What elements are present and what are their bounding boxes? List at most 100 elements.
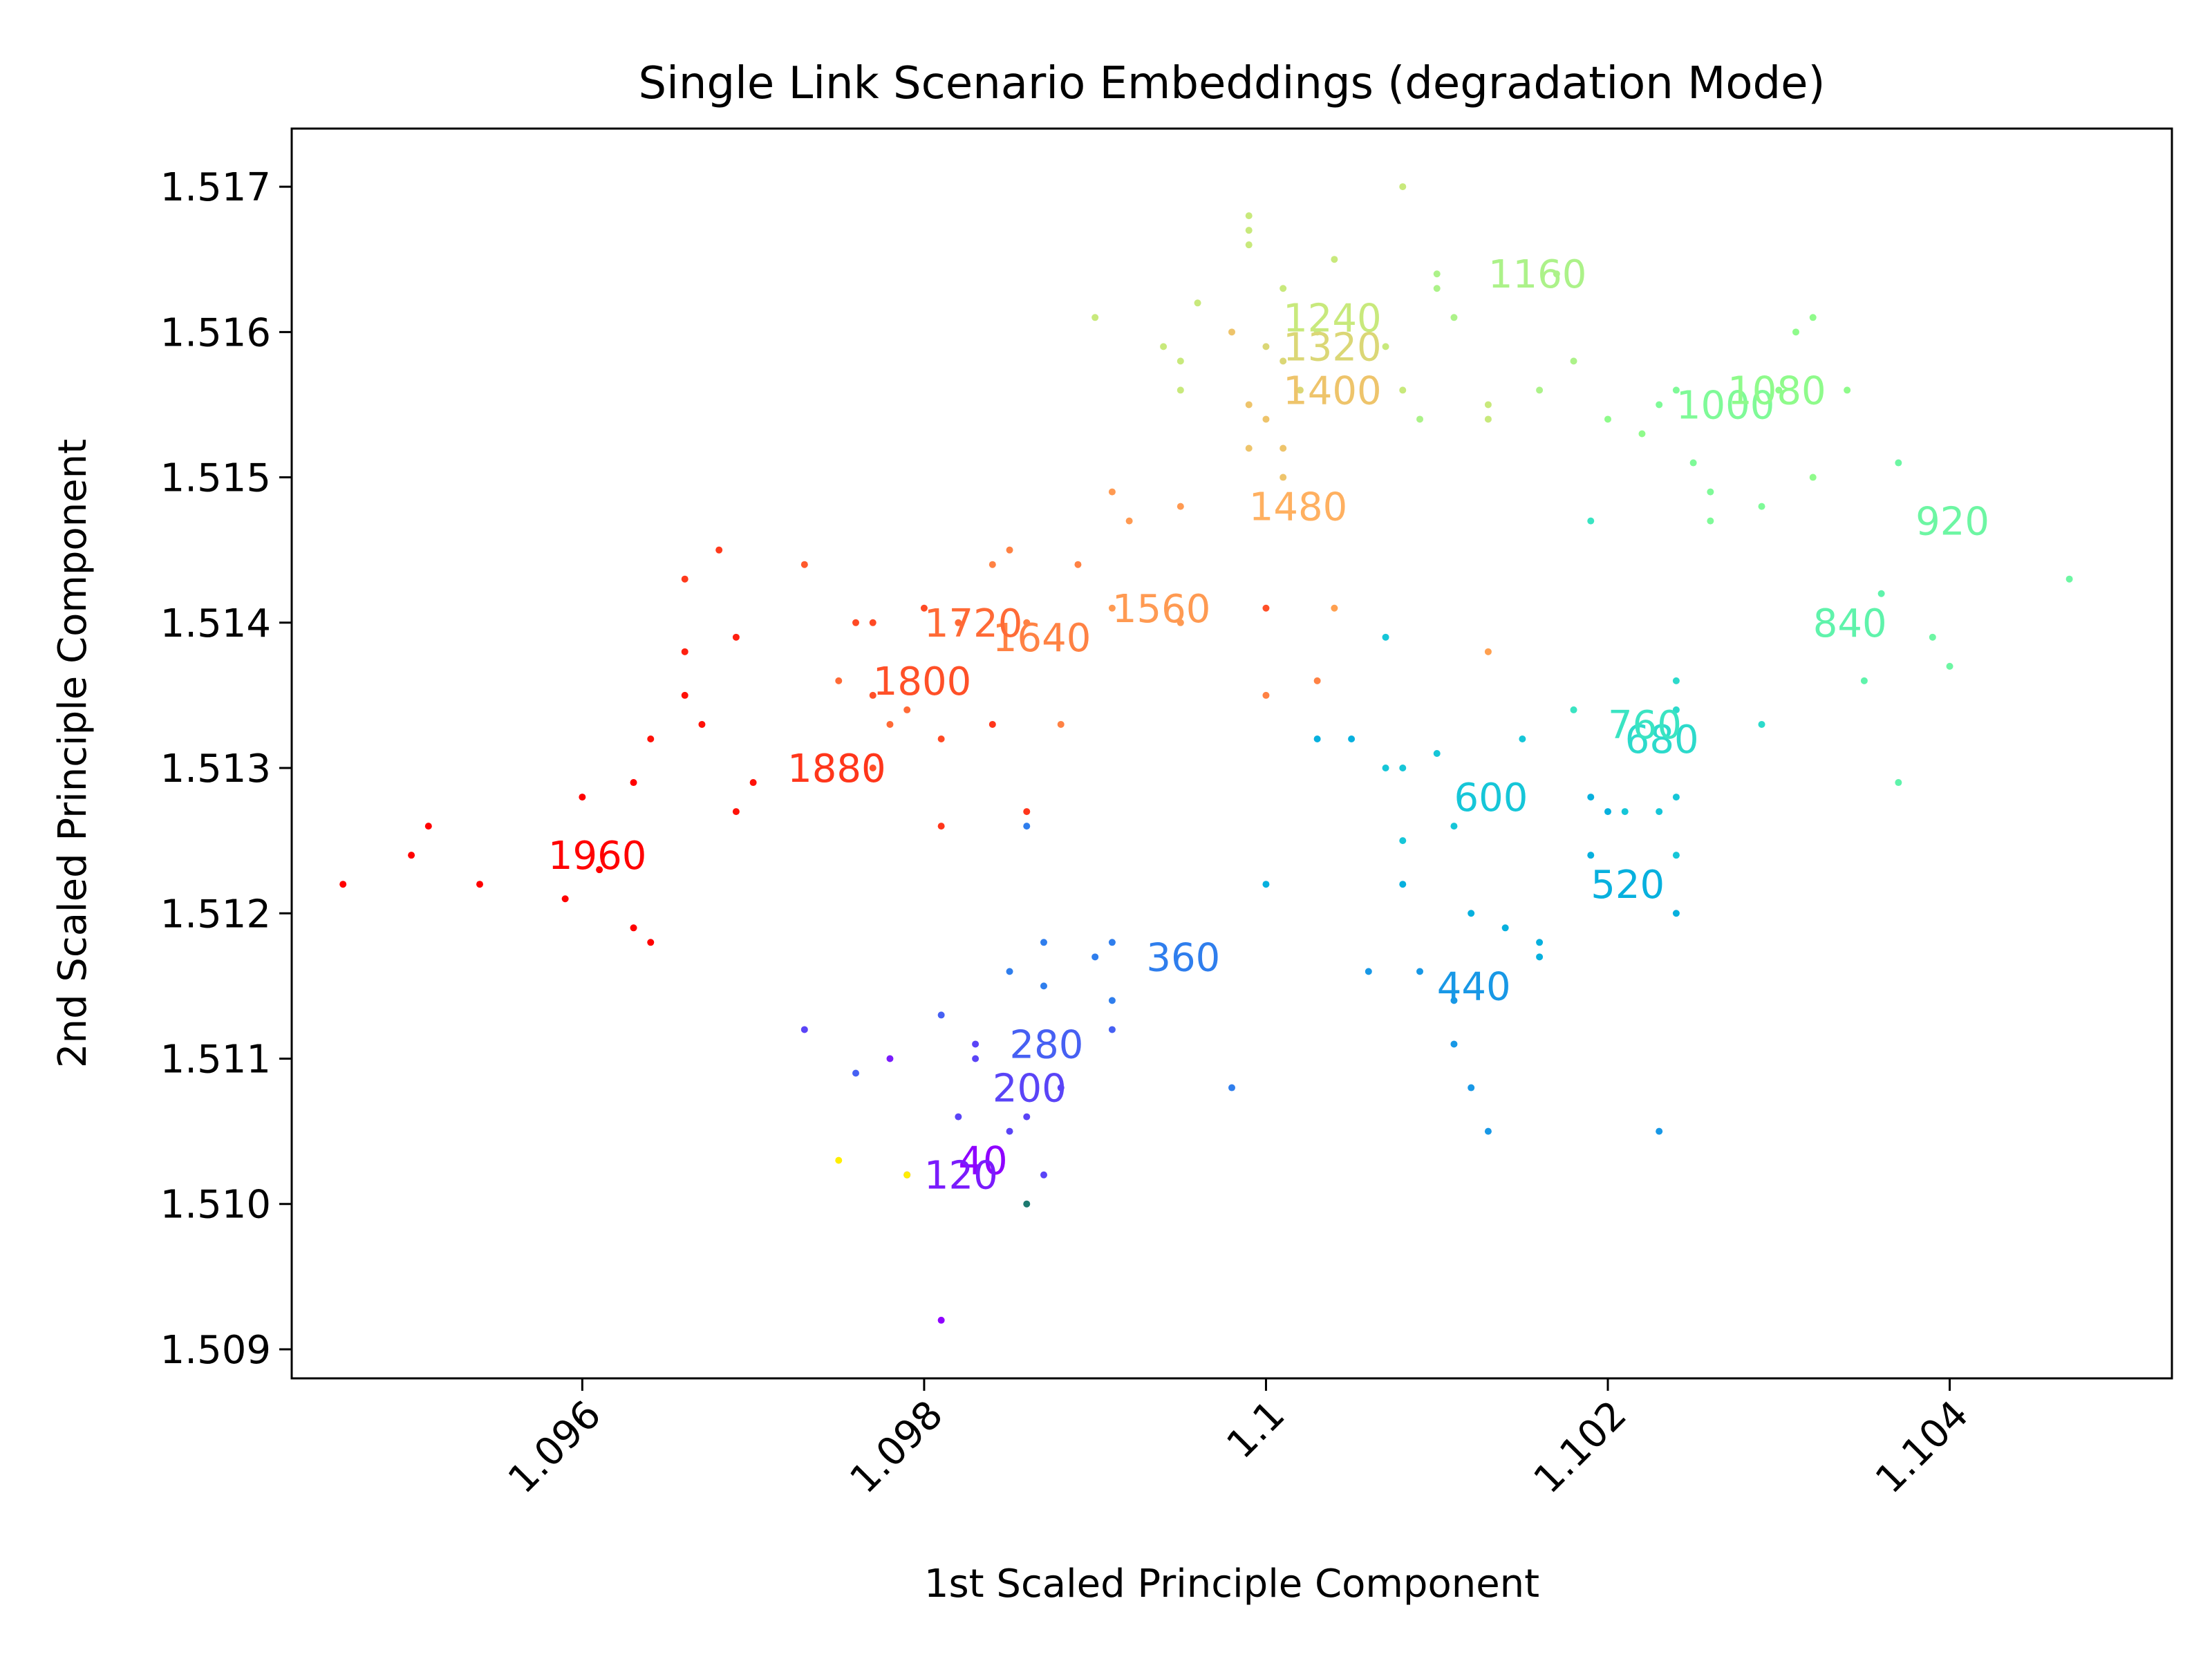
point-label: 440 bbox=[1437, 964, 1511, 1009]
data-point bbox=[424, 823, 432, 830]
data-point bbox=[749, 779, 757, 787]
data-point bbox=[1382, 633, 1389, 641]
point-label: 120 bbox=[924, 1154, 998, 1199]
y-tick-label: 1.511 bbox=[160, 1037, 271, 1082]
data-point bbox=[1006, 546, 1013, 554]
data-point bbox=[1245, 227, 1253, 234]
data-point bbox=[1672, 852, 1680, 859]
y-tick-label: 1.516 bbox=[160, 310, 271, 355]
data-point bbox=[1809, 314, 1817, 321]
data-point bbox=[1484, 401, 1492, 409]
data-point bbox=[1758, 503, 1765, 510]
data-point bbox=[1023, 808, 1031, 816]
data-point bbox=[1262, 881, 1270, 888]
data-point bbox=[579, 794, 586, 801]
data-point bbox=[1108, 997, 1116, 1004]
data-point bbox=[1570, 706, 1577, 713]
plot-marks bbox=[339, 183, 2073, 1324]
data-point bbox=[1399, 881, 1407, 888]
data-point bbox=[1280, 474, 1287, 481]
data-point bbox=[1433, 285, 1441, 292]
data-point bbox=[1672, 910, 1680, 917]
data-point bbox=[1331, 256, 1338, 263]
point-label: 1480 bbox=[1249, 485, 1348, 530]
data-point bbox=[835, 1156, 843, 1164]
data-point bbox=[1929, 633, 1936, 641]
data-point bbox=[955, 1113, 962, 1121]
data-point bbox=[1108, 939, 1116, 946]
point-label: 840 bbox=[1813, 601, 1887, 646]
data-point bbox=[1262, 415, 1270, 423]
data-point bbox=[1672, 706, 1680, 713]
data-point bbox=[1348, 735, 1356, 742]
data-point bbox=[647, 735, 655, 742]
data-point bbox=[852, 1069, 859, 1077]
data-point bbox=[1450, 997, 1458, 1004]
data-point bbox=[1245, 241, 1253, 249]
data-point bbox=[1587, 794, 1595, 801]
data-point bbox=[630, 779, 637, 787]
point-label: 1640 bbox=[993, 616, 1091, 661]
data-point bbox=[1040, 1171, 1047, 1179]
data-point bbox=[1656, 808, 1663, 816]
data-point bbox=[1108, 604, 1116, 612]
data-point bbox=[1707, 488, 1714, 496]
data-point bbox=[681, 691, 688, 699]
data-point bbox=[1091, 953, 1099, 961]
y-tick-label: 1.517 bbox=[160, 165, 271, 210]
data-point bbox=[920, 604, 928, 612]
point-label: 1400 bbox=[1283, 368, 1382, 413]
data-point bbox=[1758, 720, 1765, 728]
data-point bbox=[1228, 328, 1235, 336]
data-point bbox=[1091, 314, 1099, 321]
data-point bbox=[1895, 459, 1902, 467]
data-point bbox=[972, 1040, 980, 1048]
data-point bbox=[1399, 765, 1407, 772]
data-point bbox=[1775, 386, 1783, 394]
data-point bbox=[1262, 691, 1270, 699]
data-point bbox=[647, 939, 655, 946]
data-point bbox=[852, 619, 859, 626]
data-point bbox=[1672, 386, 1680, 394]
data-point bbox=[1057, 1084, 1065, 1091]
y-tick-label: 1.513 bbox=[160, 747, 271, 791]
data-point bbox=[2065, 575, 2073, 583]
data-point bbox=[1245, 401, 1253, 409]
data-point bbox=[1006, 1127, 1013, 1135]
y-tick-label: 1.509 bbox=[160, 1328, 271, 1373]
data-point bbox=[1895, 779, 1902, 787]
point-label: 680 bbox=[1625, 718, 1699, 762]
data-point bbox=[1399, 386, 1407, 394]
data-point bbox=[1689, 459, 1697, 467]
data-point bbox=[1006, 968, 1013, 975]
point-label: 920 bbox=[1915, 500, 1989, 545]
data-point bbox=[1177, 619, 1184, 626]
data-point bbox=[869, 691, 877, 699]
chart-title: Single Link Scenario Embeddings (degrada… bbox=[639, 58, 1826, 109]
data-point bbox=[1519, 735, 1526, 742]
point-label: 1320 bbox=[1283, 325, 1382, 370]
data-point bbox=[1313, 735, 1321, 742]
data-point bbox=[1399, 837, 1407, 845]
point-label: 200 bbox=[993, 1067, 1067, 1112]
point-labels: 4012020028036044052060068076084092010001… bbox=[548, 252, 1989, 1198]
y-tick-label: 1.514 bbox=[160, 601, 271, 646]
data-point bbox=[1228, 1084, 1235, 1091]
point-label: 1720 bbox=[924, 601, 1023, 646]
data-point bbox=[1108, 488, 1116, 496]
point-label: 1000 bbox=[1676, 383, 1775, 428]
data-point bbox=[937, 823, 945, 830]
data-point bbox=[1296, 386, 1304, 394]
data-point bbox=[1860, 677, 1868, 684]
data-point bbox=[1621, 808, 1629, 816]
data-point bbox=[886, 1055, 894, 1062]
data-point bbox=[1656, 401, 1663, 409]
data-point bbox=[955, 619, 962, 626]
data-point bbox=[1177, 503, 1184, 510]
data-point bbox=[1707, 517, 1714, 525]
data-point bbox=[1382, 343, 1389, 350]
data-point bbox=[1280, 285, 1287, 292]
data-point bbox=[681, 575, 688, 583]
data-point bbox=[903, 1171, 911, 1179]
